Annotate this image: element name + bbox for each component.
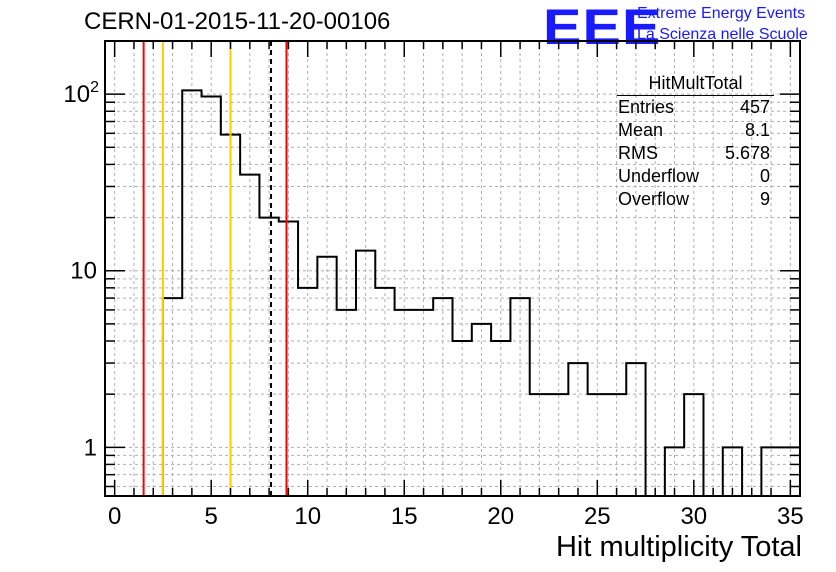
stats-row: Entries 457 bbox=[611, 96, 780, 119]
stats-row: Overflow 9 bbox=[611, 188, 780, 211]
x-tick-label: 30 bbox=[680, 503, 707, 530]
x-axis-label: Hit multiplicity Total bbox=[555, 531, 802, 563]
stats-label: Overflow bbox=[618, 189, 690, 209]
stats-value: 0 bbox=[759, 166, 770, 186]
logo-line-1: Extreme Energy Events bbox=[637, 5, 806, 22]
chart-title: CERN-01-2015-11-20-00106 bbox=[84, 8, 391, 35]
x-tick-label: 25 bbox=[584, 503, 611, 530]
histogram-bar bbox=[279, 222, 298, 496]
histogram-bar bbox=[491, 341, 510, 496]
stats-value: 457 bbox=[739, 97, 770, 117]
x-tick-label: 5 bbox=[205, 503, 218, 530]
histogram-bar bbox=[453, 341, 472, 496]
stats-box: HitMultTotal Entries 457 Mean 8.1 RMS 5.678 Un… bbox=[611, 73, 780, 211]
stats-row: RMS 5.678 bbox=[611, 142, 780, 165]
eee-logo-mark: EEE bbox=[543, 0, 662, 55]
stats-label: Entries bbox=[618, 97, 675, 117]
stats-title: HitMultTotal bbox=[617, 73, 774, 96]
stats-row: Mean 8.1 bbox=[611, 119, 780, 142]
y-tick-label: 1 bbox=[84, 434, 97, 461]
logo-line-2: La Scienza nelle Scuole bbox=[637, 26, 808, 43]
x-tick-label: 0 bbox=[108, 503, 121, 530]
x-tick-label: 10 bbox=[294, 503, 321, 530]
y-tick-label: 102 bbox=[63, 79, 99, 108]
stats-label: RMS bbox=[618, 143, 658, 163]
eee-logo-text: Extreme Energy Events La Scienza nelle S… bbox=[637, 3, 808, 45]
y-tick-label: 10 bbox=[70, 258, 97, 285]
histogram-outline bbox=[105, 89, 801, 497]
stats-label: Underflow bbox=[618, 166, 700, 186]
stats-row: Underflow 0 bbox=[611, 165, 780, 188]
stats-value: 8.1 bbox=[744, 120, 770, 140]
x-tick-label: 15 bbox=[391, 503, 418, 530]
x-tick-label: 20 bbox=[487, 503, 514, 530]
stats-value: 9 bbox=[759, 189, 770, 209]
plot-frame bbox=[104, 40, 801, 497]
stats-value: 5.678 bbox=[724, 143, 770, 163]
histogram-bar bbox=[317, 257, 336, 496]
stats-label: Mean bbox=[618, 120, 664, 140]
x-tick-label: 35 bbox=[777, 503, 804, 530]
